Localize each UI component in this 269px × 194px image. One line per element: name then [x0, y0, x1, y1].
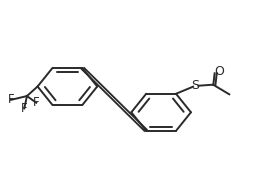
Text: F: F [33, 96, 40, 109]
Text: O: O [214, 65, 224, 78]
Text: S: S [191, 79, 199, 92]
Text: F: F [21, 102, 28, 115]
Text: F: F [8, 93, 14, 106]
